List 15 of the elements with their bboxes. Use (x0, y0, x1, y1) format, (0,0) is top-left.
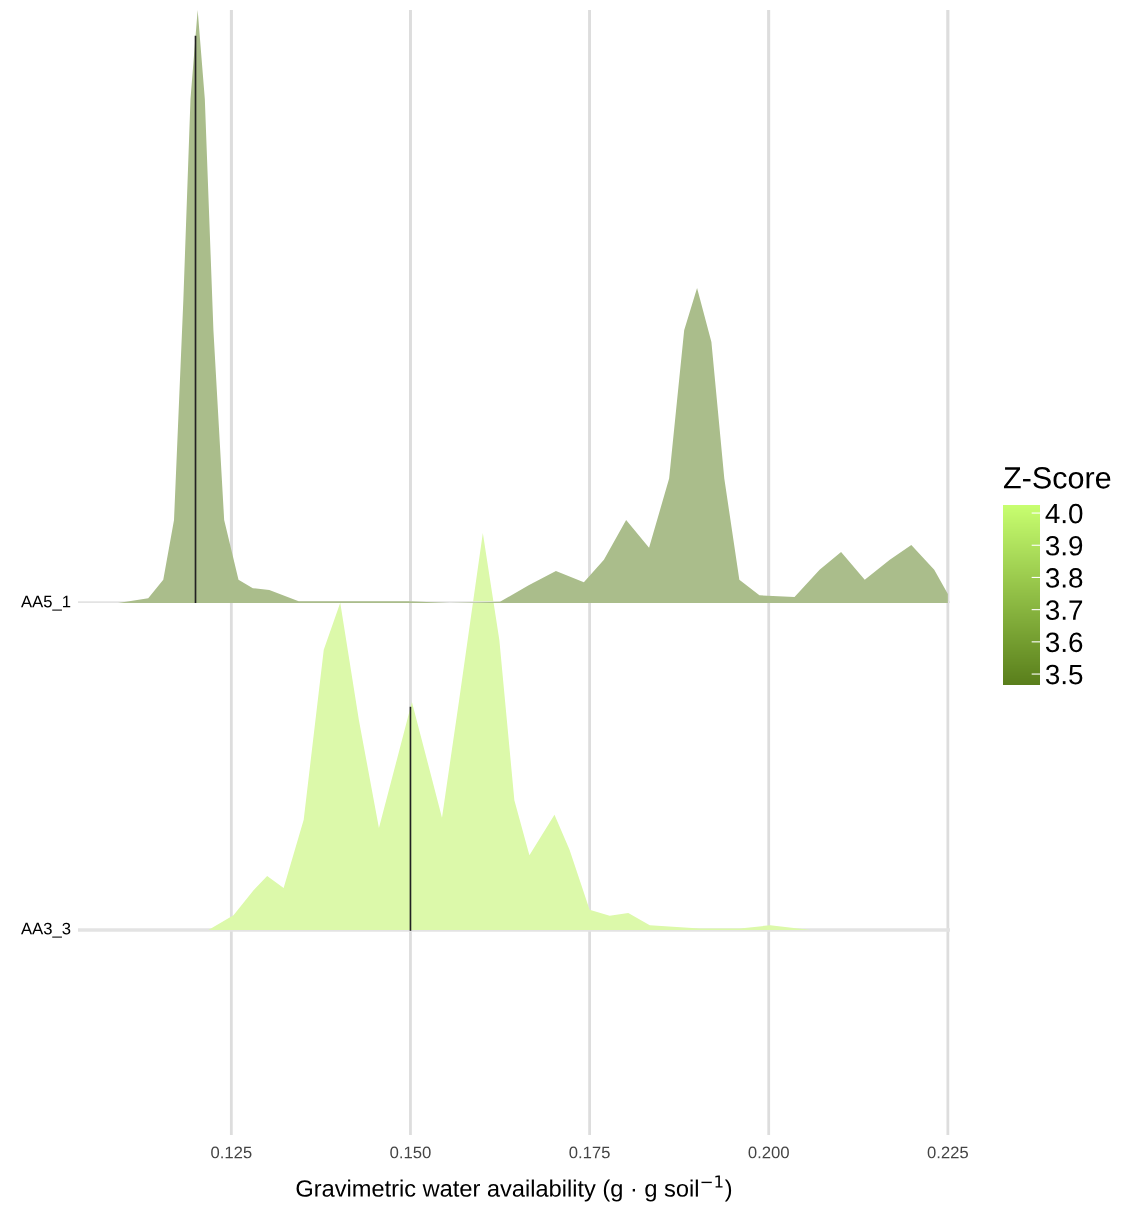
color-bar-title: Z-Score (1003, 467, 1111, 489)
color-bar-label: 3.5 (1045, 664, 1083, 685)
x-tick-label: 0.225 (927, 1146, 969, 1159)
y-axis-title: AA3_3 (21, 922, 71, 938)
x-tick-label: 0.150 (390, 1146, 431, 1159)
color-bar-label: 3.6 (1045, 632, 1083, 653)
color-bar-label: 3.9 (1045, 535, 1083, 556)
x-tick-label: 0.200 (748, 1146, 789, 1159)
x-axis-title: Gravimetric water availability (g · g soil$^{−1}$) (296, 1175, 732, 1202)
color-bar-label: 4.0 (1045, 503, 1083, 524)
color-bar-label: 3.8 (1045, 568, 1083, 588)
x-tick-label: 0.175 (569, 1146, 610, 1159)
color-bar-label: 3.7 (1045, 600, 1083, 620)
x-tick-label: 0.125 (211, 1146, 252, 1159)
y-axis-title: AA5_1 (21, 595, 71, 611)
